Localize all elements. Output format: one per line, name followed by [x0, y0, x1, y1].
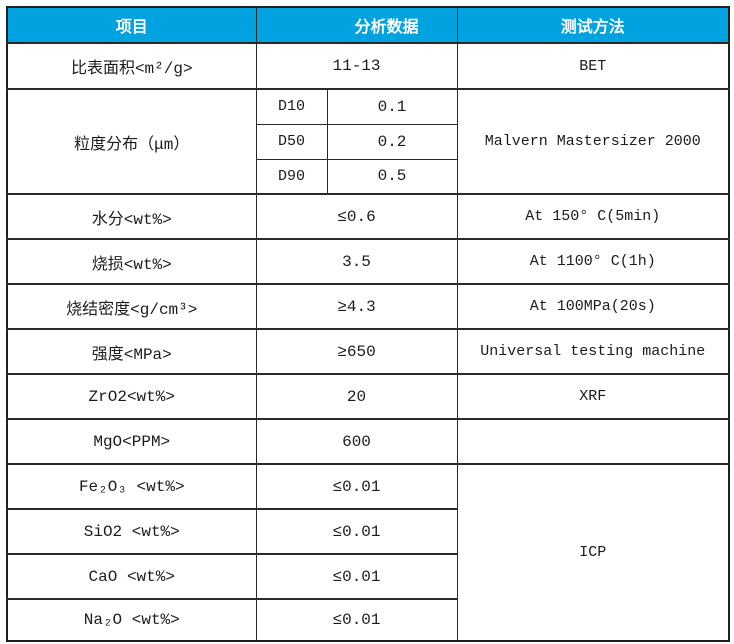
subrow-key-d50: D50: [255, 123, 328, 160]
spec-table: 项目 分析数据 测试方法 比表面积<m²/g> 11-13 BET 粒度分布（μ…: [6, 6, 731, 642]
row-value: ≤0.01: [255, 463, 458, 510]
row-method: At 150° C(5min): [456, 193, 730, 240]
row-label-loss-on-ignition: 烧损<wt%>: [6, 238, 257, 285]
row-method: At 100MPa(20s): [456, 283, 730, 330]
row-value: ≤0.01: [255, 598, 458, 642]
row-method: At 1100° C(1h): [456, 238, 730, 285]
row-label-moisture: 水分<wt%>: [6, 193, 257, 240]
row-value: ≤0.6: [255, 193, 458, 240]
subrow-value-d50: 0.2: [326, 123, 458, 160]
subrow-key-d90: D90: [255, 158, 328, 195]
subrow-value-d10: 0.1: [326, 88, 458, 125]
row-value: ≤0.01: [255, 508, 458, 555]
table-row: 烧损<wt%> 3.5 At 1100° C(1h): [6, 238, 730, 285]
table-row: D90 0.5: [7, 158, 729, 195]
row-value: 600: [255, 418, 458, 465]
header-row: 项目 分析数据 测试方法: [6, 6, 730, 44]
table-row: ZrO2<wt%> 20 XRF: [6, 373, 730, 420]
row-label-strength: 强度<MPa>: [6, 328, 257, 375]
header-cell-data: 分析数据: [255, 6, 458, 44]
row-value: 20: [255, 373, 458, 420]
row-label-mgo: MgO<PPM>: [6, 418, 257, 465]
row-label-zro2: ZrO2<wt%>: [6, 373, 257, 420]
row-label-sio2: SiO2 <wt%>: [6, 508, 257, 555]
row-label-surface-area: 比表面积<m²/g>: [6, 42, 257, 90]
row-value: ≤0.01: [255, 553, 458, 600]
row-method: Universal testing machine: [456, 328, 730, 375]
row-label-na2o: Na₂O <wt%>: [6, 598, 257, 642]
row-label-fe2o3: Fe₂O₃ <wt%>: [6, 463, 257, 510]
table-row: 烧结密度<g/cm³> ≥4.3 At 100MPa(20s): [6, 283, 730, 330]
row-value: 11-13: [255, 42, 458, 90]
table-row: 粒度分布（μm） D10 0.1 Malvern Mastersizer 200…: [6, 88, 730, 195]
row-method-icp: ICP: [456, 463, 730, 642]
header-cell-item: 项目: [6, 6, 257, 44]
table-row: Fe₂O₃ <wt%> ≤0.01 ICP: [6, 463, 730, 642]
row-label-particle-size: 粒度分布（μm）: [6, 88, 257, 195]
row-value: ≥650: [255, 328, 458, 375]
row-value: 3.5: [255, 238, 458, 285]
table-row: D50 0.2: [7, 123, 729, 160]
header-cell-method: 测试方法: [456, 6, 730, 44]
row-method: BET: [456, 42, 730, 90]
row-value: ≥4.3: [255, 283, 458, 330]
subrow-key-d10: D10: [255, 88, 328, 125]
table-row: 比表面积<m²/g> 11-13 BET: [6, 42, 730, 90]
row-method: XRF: [456, 373, 730, 420]
subrow-value-d90: 0.5: [326, 158, 458, 195]
table-row: 水分<wt%> ≤0.6 At 150° C(5min): [6, 193, 730, 240]
table-row: MgO<PPM> 600: [6, 418, 730, 465]
table-row: CaO <wt%> ≤0.01: [6, 553, 729, 600]
table-row: SiO2 <wt%> ≤0.01: [6, 508, 729, 555]
row-method-empty: [456, 418, 730, 465]
row-label-cao: CaO <wt%>: [6, 553, 257, 600]
row-label-sintered-density: 烧结密度<g/cm³>: [6, 283, 257, 330]
table-row: Na₂O <wt%> ≤0.01: [6, 598, 729, 642]
row-method: Malvern Mastersizer 2000: [456, 88, 730, 195]
table-row: 强度<MPa> ≥650 Universal testing machine: [6, 328, 730, 375]
